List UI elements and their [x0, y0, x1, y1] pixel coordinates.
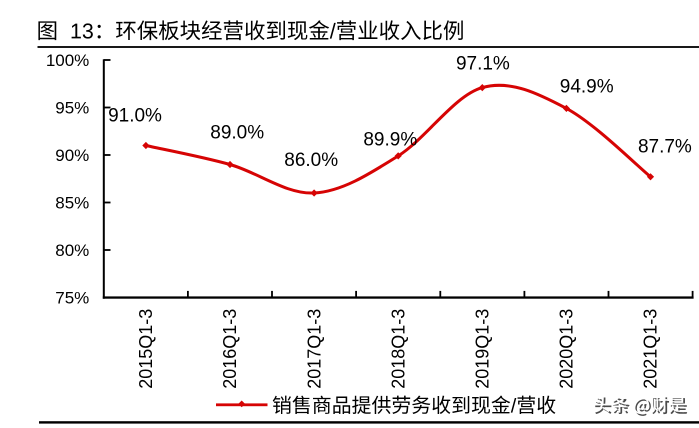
svg-text:2020Q1-3: 2020Q1-3 [557, 309, 577, 389]
svg-text:89.0%: 89.0% [210, 122, 264, 143]
svg-text:100%: 100% [46, 51, 89, 70]
svg-text:86.0%: 86.0% [284, 150, 338, 171]
svg-text:95%: 95% [55, 99, 89, 118]
svg-text:90%: 90% [55, 146, 89, 165]
svg-text:2017Q1-3: 2017Q1-3 [304, 309, 324, 389]
svg-text:2015Q1-3: 2015Q1-3 [136, 309, 156, 389]
svg-text:80%: 80% [55, 241, 89, 260]
svg-text:2016Q1-3: 2016Q1-3 [220, 309, 240, 389]
svg-text:89.9%: 89.9% [363, 130, 417, 151]
svg-text:75%: 75% [55, 289, 89, 308]
svg-text:2021Q1-3: 2021Q1-3 [641, 309, 661, 389]
svg-text:2018Q1-3: 2018Q1-3 [388, 309, 408, 389]
svg-text:87.7%: 87.7% [638, 137, 692, 158]
svg-text:97.1%: 97.1% [456, 53, 510, 74]
svg-text:2019Q1-3: 2019Q1-3 [473, 309, 493, 389]
svg-text:94.9%: 94.9% [560, 77, 614, 98]
svg-text:85%: 85% [55, 194, 89, 213]
svg-text:91.0%: 91.0% [108, 106, 162, 127]
